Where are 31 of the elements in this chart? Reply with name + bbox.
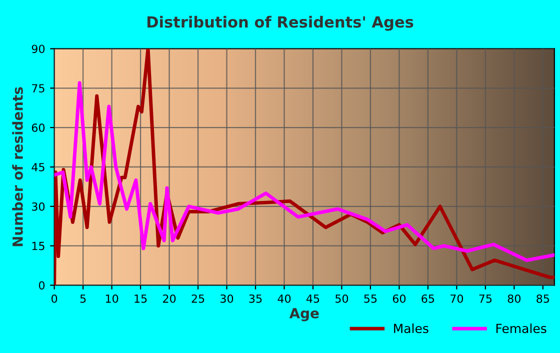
x-tick-label: 55 (364, 294, 377, 303)
y-tick-label: 75 (32, 84, 44, 93)
x-tick-label: 30 (220, 294, 234, 303)
x-tick-label: 45 (306, 294, 320, 303)
y-axis-title: Number of residents (12, 87, 23, 246)
x-tick-label: 50 (336, 294, 348, 303)
x-tick-label: 80 (508, 294, 520, 303)
x-tick-label: 60 (392, 294, 406, 303)
x-tick-label: 10 (106, 294, 118, 303)
x-tick-label: 0 (52, 294, 58, 303)
x-tick-label: 5 (80, 294, 86, 303)
y-tick-label: 60 (32, 124, 45, 132)
x-axis-title: Age (289, 308, 319, 322)
y-tick-label: 15 (32, 242, 44, 250)
legend-label: Females (496, 323, 546, 334)
x-tick-label: 20 (163, 294, 176, 303)
y-tick-label: 0 (38, 281, 45, 290)
line-series (54, 81, 554, 262)
x-tick-label: 65 (422, 294, 434, 303)
x-tick-label: 25 (192, 294, 204, 303)
y-tick-label: 45 (32, 163, 44, 172)
chart-title: Distribution of Residents' Ages (147, 16, 414, 31)
x-tick-label: 70 (450, 294, 464, 303)
y-tick-label: 90 (32, 44, 45, 54)
legend-label: Males (394, 323, 428, 334)
x-tick-label: 35 (249, 294, 262, 303)
x-tick-label: 40 (278, 294, 291, 303)
x-tick-label: 85 (536, 294, 550, 303)
x-tick-label: 15 (134, 294, 147, 303)
x-tick-label: 75 (479, 294, 492, 303)
y-tick-label: 30 (32, 202, 45, 211)
